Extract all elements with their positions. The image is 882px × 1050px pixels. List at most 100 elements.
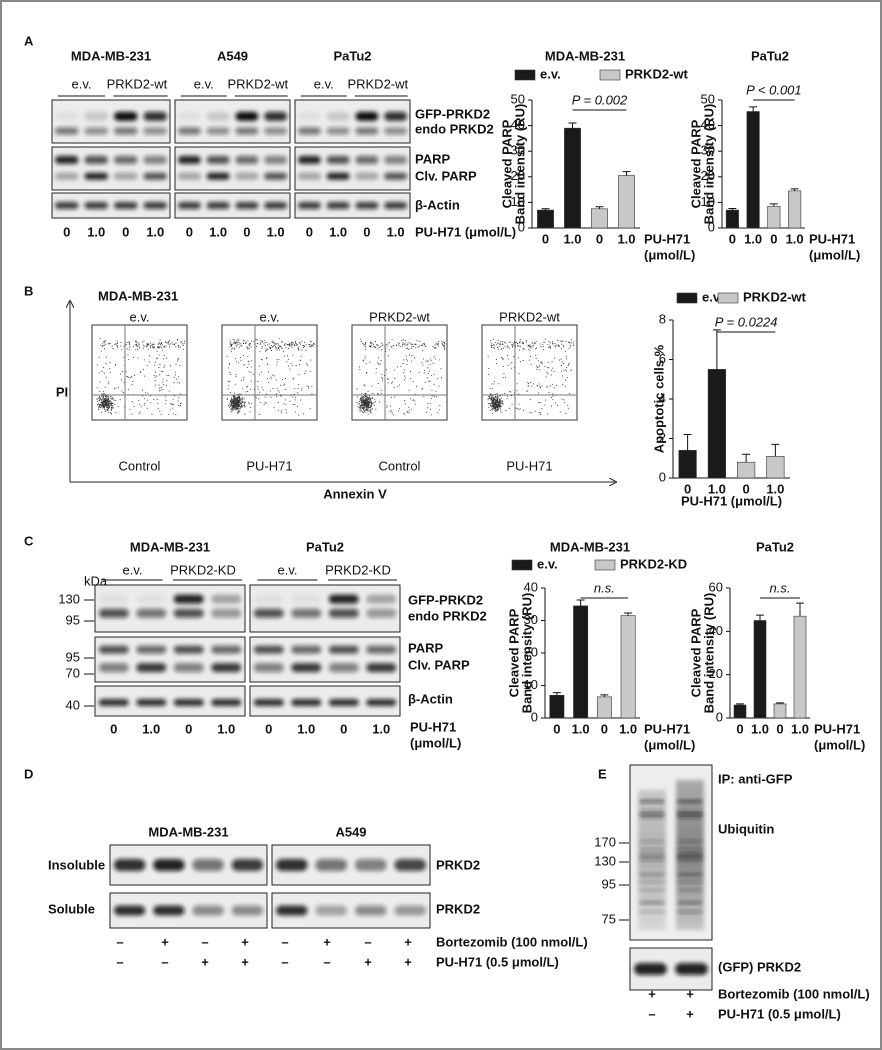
flow-dot xyxy=(427,361,429,363)
band xyxy=(366,663,397,673)
flow-dot xyxy=(289,345,291,347)
band xyxy=(384,202,408,209)
flow-dot xyxy=(397,366,399,368)
band xyxy=(640,858,664,861)
flow-dot xyxy=(531,342,533,344)
flow-dot xyxy=(172,413,174,415)
band xyxy=(275,905,308,916)
flow-dot xyxy=(249,343,251,345)
flow-dot xyxy=(181,343,184,345)
flow-dot xyxy=(361,398,363,400)
flow-dot xyxy=(122,370,124,372)
flow-dot xyxy=(415,347,417,349)
flow-dot xyxy=(227,388,229,390)
flow-dot xyxy=(565,341,567,343)
flow-dot xyxy=(231,343,233,345)
flow-dot xyxy=(272,340,274,342)
flow-dot xyxy=(267,344,269,346)
flow-dot xyxy=(100,406,102,408)
flow-dot xyxy=(237,338,239,340)
flow-dot xyxy=(278,345,280,347)
flow-dot xyxy=(261,359,263,361)
flow-dot xyxy=(498,399,500,402)
flow-dot xyxy=(297,391,299,394)
band xyxy=(173,663,204,673)
flow-dot xyxy=(248,344,250,346)
flow-dot xyxy=(510,341,512,343)
flow-dot xyxy=(546,385,548,387)
flow-dot xyxy=(234,343,236,345)
lane-sign: – xyxy=(648,1006,655,1021)
flow-dot xyxy=(269,390,271,392)
flow-dot xyxy=(497,407,499,409)
flow-dot xyxy=(270,345,273,347)
flow-dot xyxy=(402,339,404,341)
flow-dot xyxy=(165,400,167,402)
flow-dot xyxy=(259,402,261,404)
flow-dot xyxy=(490,397,493,399)
flow-dot xyxy=(292,343,294,345)
flow-dot xyxy=(101,395,103,397)
flow-dot xyxy=(404,375,406,377)
error-bar xyxy=(742,453,751,463)
band xyxy=(384,127,408,135)
flow-dot xyxy=(386,345,388,347)
flow-dot xyxy=(378,393,380,395)
lane-label: 1.0 xyxy=(217,721,235,736)
flow-dot xyxy=(551,341,553,343)
flow-dot xyxy=(393,369,395,371)
flow-dot xyxy=(416,385,418,388)
flow-dot xyxy=(434,344,436,346)
flow-dot xyxy=(177,346,180,348)
group-label: PRKD2-wt xyxy=(107,76,168,91)
lane-sign: + xyxy=(364,954,372,969)
flow-dot xyxy=(105,409,107,411)
flow-dot xyxy=(565,370,568,372)
y-axis-label: Apoptotic cells % xyxy=(651,344,666,453)
flow-dot xyxy=(289,368,291,370)
flow-dot xyxy=(389,411,391,413)
flow-dot xyxy=(366,404,368,406)
flow-dot xyxy=(230,373,232,375)
flow-dot xyxy=(435,390,437,392)
flow-dot xyxy=(106,400,108,402)
flow-dot xyxy=(503,341,506,344)
band xyxy=(211,608,242,618)
flow-dot xyxy=(103,406,105,408)
flow-dot xyxy=(297,347,299,349)
flow-dot xyxy=(385,344,387,346)
flow-dot xyxy=(363,406,365,408)
band-label: GFP-PRKD2 xyxy=(408,592,483,607)
lane-sign: + xyxy=(161,934,169,949)
flow-dot xyxy=(243,402,245,404)
flow-dot xyxy=(290,343,293,345)
flow-dot xyxy=(491,397,493,400)
flow-dot xyxy=(374,398,376,400)
flow-dot xyxy=(153,344,155,346)
x-axis-label: (μmol/L) xyxy=(814,737,865,752)
flow-dot xyxy=(110,404,112,406)
legend-swatch xyxy=(594,559,616,571)
band xyxy=(640,874,664,877)
flow-dot xyxy=(562,363,565,365)
blot xyxy=(94,685,246,717)
band xyxy=(678,900,702,903)
band xyxy=(136,594,167,604)
band xyxy=(366,699,397,706)
flow-dot xyxy=(367,406,369,408)
flow-dot xyxy=(265,350,267,352)
flow-dot xyxy=(433,373,435,375)
flow-dot xyxy=(362,401,364,403)
flow-dot xyxy=(116,344,118,346)
flow-dot xyxy=(404,403,406,405)
flow-dot xyxy=(116,346,119,348)
flow-dot xyxy=(165,341,167,343)
error-bar xyxy=(771,443,780,457)
y-tick-label: 30 xyxy=(524,612,538,627)
flow-dot xyxy=(529,399,531,401)
flow-dot xyxy=(410,398,412,400)
flow-dot xyxy=(140,370,142,372)
flow-dot xyxy=(493,402,495,404)
flow-dot xyxy=(237,403,239,406)
x-axis-label: (μmol/L) xyxy=(644,737,695,752)
